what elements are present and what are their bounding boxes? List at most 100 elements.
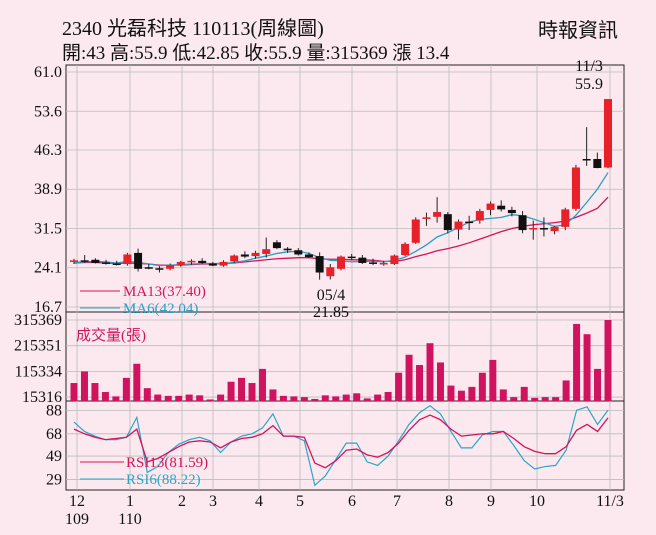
volume-bar xyxy=(363,398,371,401)
volume-bar xyxy=(426,343,434,401)
volume-bar xyxy=(206,399,214,401)
candle-body xyxy=(550,226,559,232)
volume-bar xyxy=(269,389,277,401)
price-tick-label: 53.6 xyxy=(34,103,62,120)
volume-tick-label: 315369 xyxy=(14,312,62,329)
volume-tick-label: 15316 xyxy=(22,389,62,406)
candle-body xyxy=(379,262,388,265)
candle-body xyxy=(219,261,228,266)
candle-body xyxy=(230,255,239,262)
rsi-tick-label: 29 xyxy=(46,471,62,488)
volume-bar xyxy=(300,397,308,401)
price-tick-label: 31.5 xyxy=(34,220,62,237)
low-date-label: 05/4 xyxy=(317,287,345,304)
x-tick-label: 6 xyxy=(348,493,356,510)
volume-bar xyxy=(238,377,246,401)
ma13-line xyxy=(73,196,609,266)
high-date-label: 11/3 xyxy=(575,58,603,75)
ma6-line xyxy=(73,172,609,267)
rsi6-line xyxy=(73,404,609,487)
volume-bar xyxy=(604,320,612,401)
rsi13-legend: RSI13(81.59) xyxy=(126,455,208,471)
volume-bar xyxy=(311,398,319,401)
candle-body xyxy=(465,221,474,224)
candle-body xyxy=(304,254,313,258)
volume-bar xyxy=(353,393,361,401)
price-tick-label: 38.9 xyxy=(34,181,62,198)
candle-body xyxy=(102,262,111,264)
candle-body xyxy=(507,209,516,214)
candle-body xyxy=(433,212,442,217)
candle-body xyxy=(144,267,153,269)
price-stats: 開:43 高:55.9 低:42.85 收:55.9 量:315369 漲 13… xyxy=(62,43,450,64)
candle-body xyxy=(112,263,121,266)
volume-bar xyxy=(374,394,382,401)
candle-body xyxy=(497,205,506,210)
volume-bar xyxy=(143,388,151,401)
price-tick-label: 24.1 xyxy=(34,260,62,277)
candle-body xyxy=(401,243,410,256)
volume-tick-label: 115334 xyxy=(15,363,62,380)
x-tick-label: 2 xyxy=(178,493,186,510)
candle-body xyxy=(272,242,281,249)
volume-bar xyxy=(217,394,225,401)
candle-body xyxy=(155,268,164,270)
candle-body xyxy=(454,221,463,230)
x-tick-label: 11/3 xyxy=(596,493,624,510)
volume-bar xyxy=(489,359,497,401)
candle-body xyxy=(176,261,185,266)
volume-title: 成交量(張) xyxy=(76,326,146,344)
price-tick-label: 61.0 xyxy=(34,64,62,81)
x-tick-label: 12 xyxy=(69,493,85,510)
candle-body xyxy=(134,252,143,269)
price-tick-label: 46.3 xyxy=(34,142,62,159)
volume-bar xyxy=(332,396,340,401)
price-tick-label: 16.7 xyxy=(34,299,62,316)
volume-bar xyxy=(573,323,581,401)
x-tick-label: 1 xyxy=(126,493,134,510)
x-tick-label: 5 xyxy=(296,493,304,510)
candle-body xyxy=(251,252,260,257)
volume-bar xyxy=(510,397,518,401)
candle-body xyxy=(593,158,602,169)
candle-body xyxy=(70,260,78,262)
candle-body xyxy=(539,227,548,230)
candle-body xyxy=(326,267,335,277)
volume-bar xyxy=(384,392,392,401)
candle-body xyxy=(571,167,580,209)
volume-bar xyxy=(290,396,298,401)
volume-bar xyxy=(499,389,507,401)
candle-body xyxy=(582,158,591,161)
high-value-label: 55.9 xyxy=(575,76,603,93)
volume-tick-label: 215351 xyxy=(14,338,62,355)
x-tick-label: 3 xyxy=(209,493,217,510)
candle-body xyxy=(475,210,484,221)
candle-body xyxy=(123,254,132,265)
volume-bar xyxy=(185,394,193,401)
candle-body xyxy=(358,257,367,263)
x-tick-label: 4 xyxy=(255,493,263,510)
rsi-tick-label: 68 xyxy=(46,426,62,443)
source-label: 時報資訊 xyxy=(538,20,618,42)
rsi13-line xyxy=(73,414,609,469)
candle-body xyxy=(486,203,495,210)
candle-body xyxy=(315,256,324,273)
volume-bar xyxy=(594,368,602,401)
volume-bar xyxy=(342,394,350,401)
rsi-tick-label: 49 xyxy=(46,448,62,465)
candle-body xyxy=(91,259,100,263)
volume-bar xyxy=(248,383,256,401)
volume-bar xyxy=(405,354,413,401)
candle-body xyxy=(390,255,399,265)
candle-body xyxy=(347,256,356,259)
candle-body xyxy=(198,260,207,263)
candle-body xyxy=(518,215,527,231)
volume-bar xyxy=(112,396,120,401)
volume-bar xyxy=(395,372,403,401)
volume-bar xyxy=(258,368,266,401)
volume-bar xyxy=(122,377,130,401)
candle-body xyxy=(561,209,570,227)
volume-bar xyxy=(91,383,99,401)
candle-body xyxy=(283,248,292,251)
chart-title: 2340 光磊科技 110113(周線圖) xyxy=(62,18,324,40)
